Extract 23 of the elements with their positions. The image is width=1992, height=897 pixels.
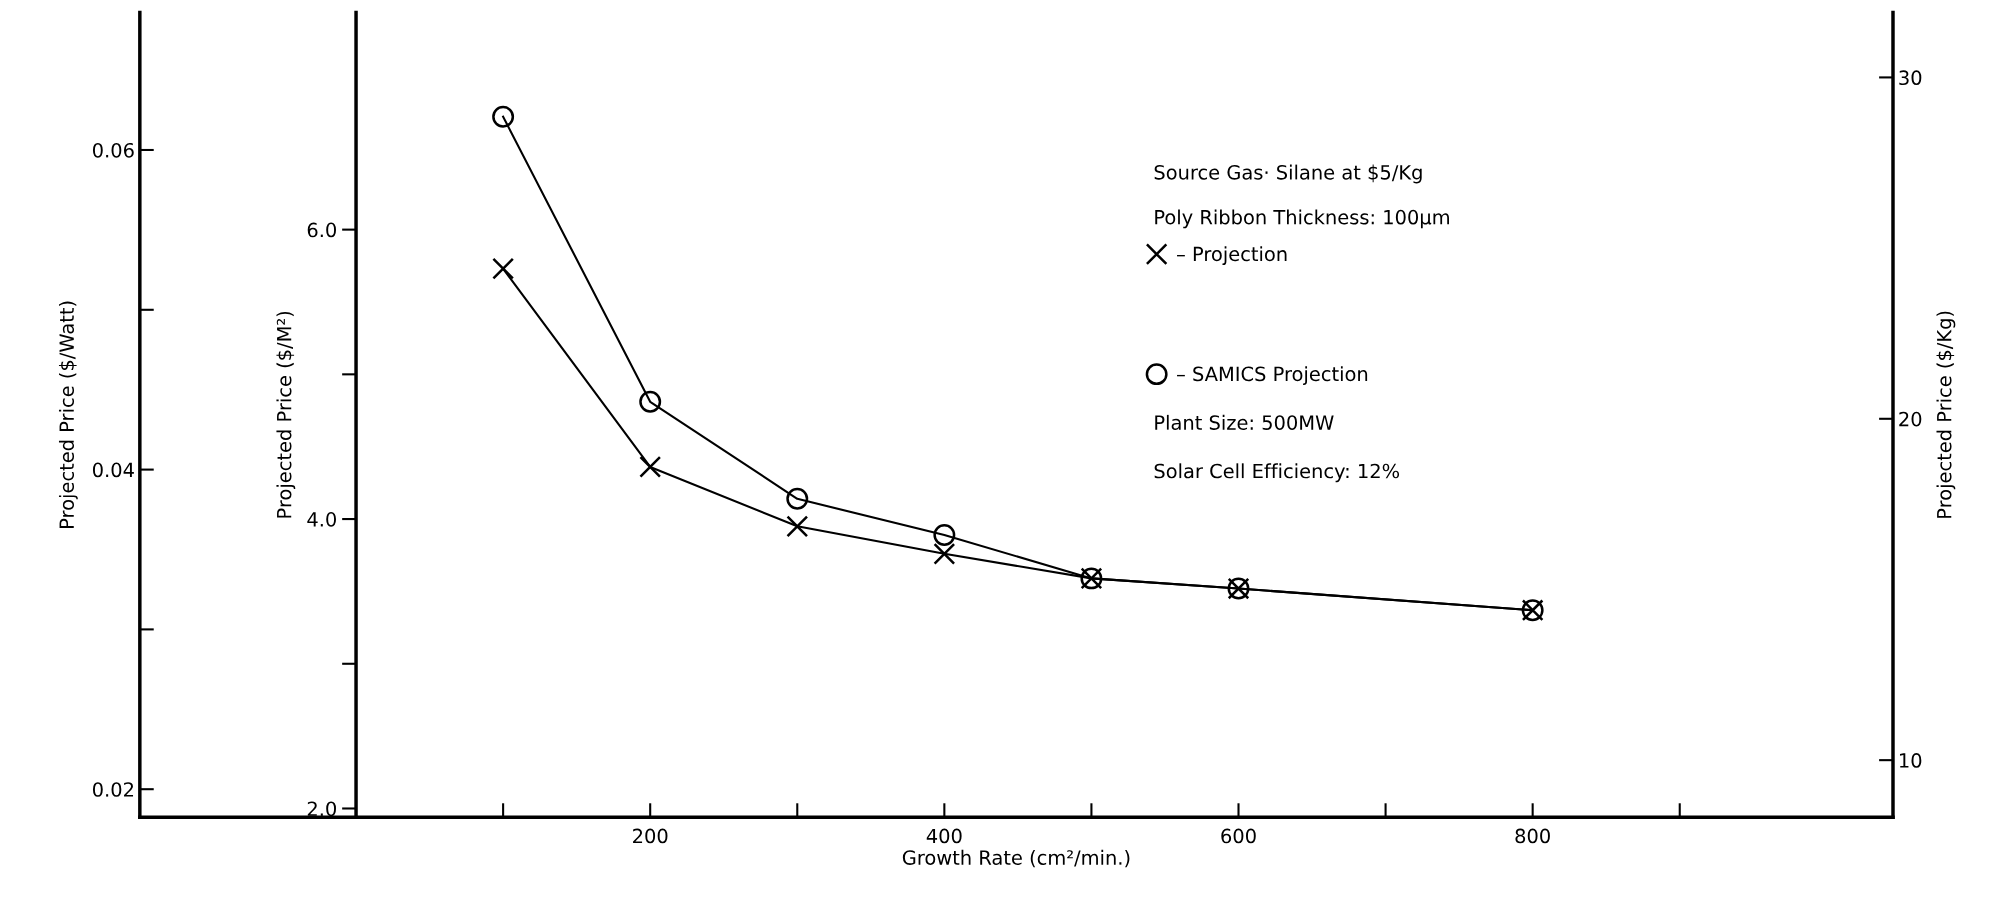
y2-axis-title: Projected Price ($/Kg) xyxy=(1936,311,1956,518)
y3-tick-label: 0.06 xyxy=(92,142,134,158)
x-axis-title: Growth Rate (cm²/min.) xyxy=(902,849,1130,868)
y3-axis-title: Projected Price ($/Watt) xyxy=(58,301,78,528)
y-axis-title: Projected Price ($/M²) xyxy=(276,311,296,518)
y2-tick-label: 30 xyxy=(1899,70,1922,86)
y2-tick-label: 10 xyxy=(1899,753,1922,768)
x-tick-label: 600 xyxy=(1221,828,1256,844)
y2-tick-label: 20 xyxy=(1899,411,1922,427)
legend-label: – SAMICS Projection xyxy=(1177,366,1368,385)
x-tick-label: 200 xyxy=(633,828,668,844)
annotation: Plant Size: 500MW xyxy=(1155,414,1334,430)
legend-label: – Projection xyxy=(1177,246,1287,266)
y3-tick-label: 0.02 xyxy=(92,782,134,797)
annotation: Poly Ribbon Thickness: 100µm xyxy=(1155,209,1449,229)
x-tick-label: 800 xyxy=(1515,828,1550,844)
y-tick-label: 2.0 xyxy=(307,801,336,817)
y-tick-label: 6.0 xyxy=(307,222,336,238)
x-tick-label: 400 xyxy=(926,828,962,844)
annotation: Solar Cell Efficiency: 12% xyxy=(1154,463,1400,483)
y-tick-label: 4.0 xyxy=(307,512,336,527)
y3-tick-label: 0.04 xyxy=(92,462,134,478)
annotation: Source Gas· Silane at $5/Kg xyxy=(1154,164,1422,184)
